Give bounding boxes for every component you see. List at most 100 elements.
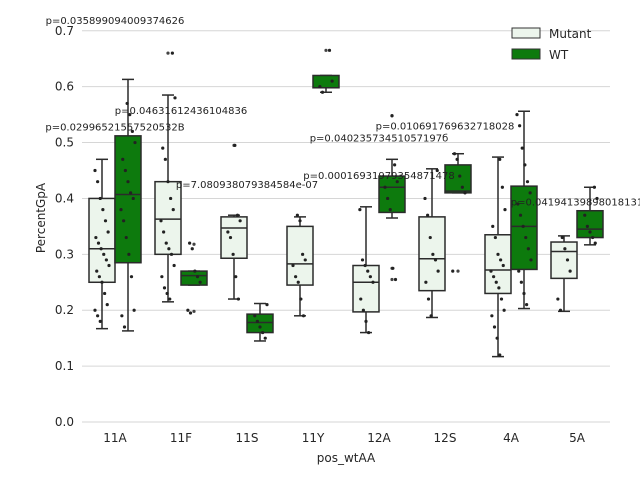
- strip-point: [497, 286, 501, 290]
- strip-point: [489, 269, 493, 273]
- strip-point: [499, 258, 503, 262]
- strip-point: [517, 269, 521, 273]
- y-axis-ticks: 0.0 0.1 0.2 0.3 0.4 0.5 0.6 0.7: [55, 24, 74, 429]
- strip-point: [583, 213, 587, 217]
- strip-point: [529, 258, 533, 262]
- strip-point: [556, 297, 560, 301]
- strip-point: [428, 235, 432, 240]
- x-tick-label: 11A: [103, 431, 127, 445]
- p-value-annotation: p=0.00016931979354871478: [303, 171, 455, 182]
- p-value-annotation: p=0.04194139898018131: [511, 198, 640, 209]
- strip-point: [188, 311, 193, 315]
- strip-point: [128, 113, 132, 117]
- strip-point: [122, 325, 127, 329]
- strip-point: [295, 213, 299, 217]
- strip-point: [98, 196, 102, 201]
- strip-point: [105, 303, 109, 307]
- strip-point: [588, 230, 592, 234]
- box-mutant-11S: [220, 143, 248, 300]
- strip-point: [492, 325, 497, 329]
- strip-point: [265, 303, 269, 307]
- legend: Mutant WT: [511, 27, 592, 62]
- strip-point: [455, 157, 459, 161]
- strip-point: [390, 114, 394, 118]
- strip-point: [366, 269, 370, 273]
- strip-point: [96, 241, 101, 245]
- strip-point: [96, 180, 100, 184]
- x-tick-label: 5A: [569, 431, 586, 445]
- box-iqr: [154, 180, 182, 256]
- strip-point: [395, 180, 399, 184]
- strip-point: [95, 269, 99, 273]
- p-value-annotations: p=0.035899094009374626 p=0.02996521557520…: [45, 16, 640, 209]
- strip-point: [493, 235, 497, 240]
- outlier-point: [390, 277, 394, 282]
- outlier-point: [324, 48, 328, 52]
- strip-point: [186, 308, 190, 312]
- box-iqr: [510, 185, 538, 271]
- strip-point: [515, 113, 519, 117]
- box-iqr: [352, 264, 380, 313]
- x-axis-ticks: 11A 11F 11S 11Y 12A 12S 4A 5A: [103, 431, 585, 445]
- y-tick-label: 0.0: [55, 415, 74, 429]
- strip-point: [364, 319, 368, 323]
- strip-point: [518, 213, 523, 217]
- strip-point: [195, 275, 200, 279]
- box-wt-11S: [246, 302, 274, 342]
- p-value-annotation: p=0.010691769632718028: [376, 122, 515, 133]
- y-tick-label: 0.5: [55, 136, 74, 150]
- box-iqr: [286, 225, 314, 286]
- box-iqr: [246, 313, 274, 334]
- strip-point: [525, 180, 530, 184]
- strip-point: [498, 353, 502, 357]
- strip-point: [367, 330, 371, 335]
- strip-point: [167, 247, 171, 251]
- strip-point: [123, 168, 127, 173]
- strip-point: [516, 202, 520, 206]
- strip-point: [231, 252, 235, 256]
- strip-point: [502, 308, 506, 312]
- x-tick-label: 12A: [367, 431, 391, 445]
- strip-point: [93, 168, 97, 173]
- strip-point: [166, 180, 170, 184]
- strip-point: [463, 191, 467, 195]
- box-iqr: [444, 164, 472, 194]
- strip-point: [503, 208, 507, 212]
- strip-point: [585, 224, 589, 228]
- strip-point: [122, 219, 126, 223]
- strip-point: [426, 297, 431, 301]
- strip-point: [491, 224, 495, 228]
- strip-point: [435, 168, 439, 173]
- strip-point: [97, 275, 101, 279]
- strip-point: [518, 124, 522, 128]
- strip-point: [107, 263, 111, 268]
- strip-point: [193, 269, 197, 273]
- strip-point: [103, 219, 108, 223]
- strip-point: [452, 152, 457, 156]
- strip-point: [129, 191, 133, 195]
- y-tick-label: 0.6: [55, 80, 74, 94]
- strip-point: [565, 258, 570, 262]
- strip-point: [234, 275, 238, 279]
- x-tick-label: 11S: [236, 431, 259, 445]
- strip-point: [294, 275, 298, 279]
- strip-point: [558, 308, 563, 312]
- strip-point: [524, 235, 528, 240]
- outlier-point: [456, 269, 460, 273]
- strip-point: [106, 230, 110, 234]
- strip-point: [296, 280, 300, 284]
- strip-point: [124, 235, 128, 240]
- strip-point: [228, 235, 233, 240]
- strip-point: [360, 258, 365, 262]
- p-value-annotation: p=0.035899094009374626: [46, 16, 185, 27]
- p-value-annotation: p=0.02996521557520532B: [45, 122, 184, 133]
- strip-point: [133, 140, 137, 145]
- strip-point: [233, 143, 237, 147]
- strip-point: [522, 291, 526, 296]
- strip-point: [320, 90, 325, 94]
- strip-point: [291, 263, 295, 268]
- strip-point: [318, 85, 322, 89]
- box-iqr: [220, 216, 248, 259]
- strip-point: [495, 336, 499, 340]
